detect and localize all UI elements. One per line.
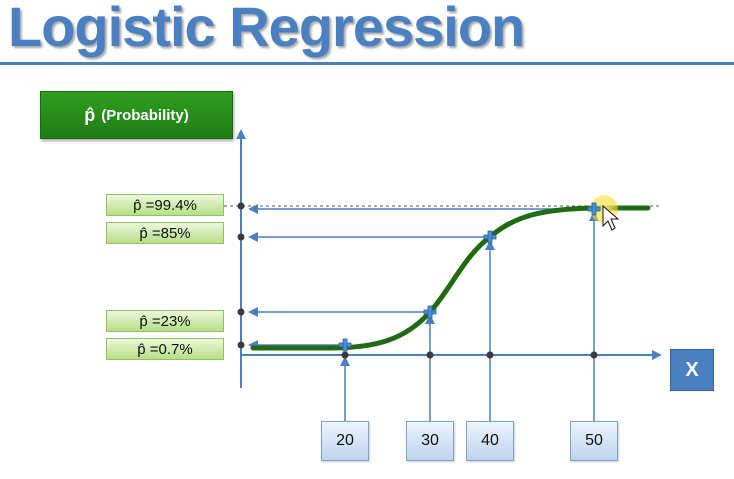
x-value-box-50: 50 xyxy=(570,421,618,461)
x-value-box-40: 40 xyxy=(466,421,514,461)
logistic-curve xyxy=(250,205,651,351)
plus-marker-icon xyxy=(483,230,497,244)
slide-title: Logistic Regression xyxy=(8,0,525,58)
probability-axis-label: (Probability) xyxy=(101,106,189,124)
probability-label-99-4: p̂ =99.4% xyxy=(106,194,224,216)
probability-axis-box: p̂ (Probability) xyxy=(40,91,233,139)
x-axis-dot xyxy=(486,351,494,359)
probability-label-23: p̂ =23% xyxy=(106,310,224,332)
y-axis-dot xyxy=(237,233,245,241)
x-axis-dot xyxy=(590,351,598,359)
probability-label-0-7: p̂ =0.7% xyxy=(106,338,224,360)
y-axis-dot xyxy=(237,341,245,349)
plus-marker-icon xyxy=(423,305,437,319)
x-axis-label-box: X xyxy=(670,349,714,391)
x-value-box-30: 30 xyxy=(406,421,454,461)
x-value-box-20: 20 xyxy=(321,421,369,461)
plus-marker-icon xyxy=(338,338,352,352)
y-axis-dot xyxy=(237,308,245,316)
title-underline xyxy=(0,62,734,65)
plus-marker-icon xyxy=(587,202,601,216)
x-axis-dot xyxy=(426,351,434,359)
mouse-cursor-icon xyxy=(602,204,620,231)
x-axis-dot xyxy=(341,351,349,359)
probability-symbol: p̂ xyxy=(84,104,96,125)
probability-label-85: p̂ =85% xyxy=(106,222,224,244)
y-axis-dot xyxy=(237,202,245,210)
